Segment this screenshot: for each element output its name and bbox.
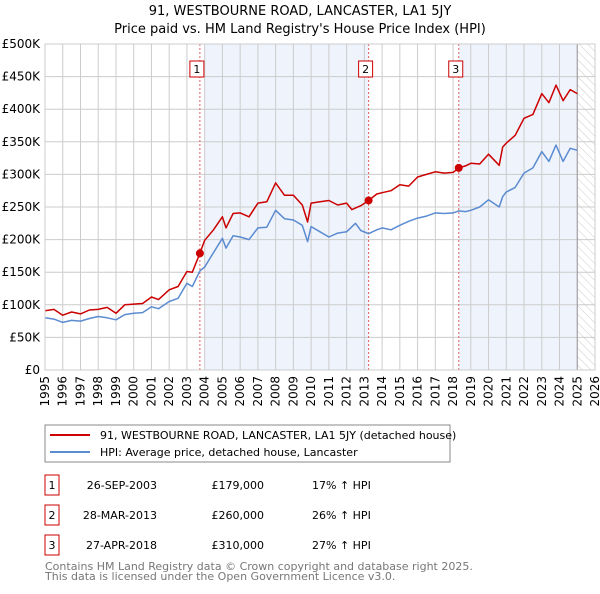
x-tick-label: 2019	[464, 376, 478, 407]
x-tick-label: 2004	[198, 376, 212, 407]
sale-marker-box	[358, 60, 374, 78]
y-tick-label: £300K	[2, 167, 42, 181]
footer-licence: This data is licensed under the Open Gov…	[44, 570, 395, 583]
sale-point	[454, 163, 463, 172]
sale-price: £310,000	[212, 539, 265, 552]
y-tick-label: £150K	[2, 265, 42, 279]
x-tick-label: 2003	[180, 376, 194, 407]
y-tick-label: £0	[25, 363, 40, 377]
y-tick-label: £450K	[2, 70, 42, 84]
sale-number-box	[44, 474, 60, 496]
property-price-line	[44, 84, 578, 316]
x-tick-label: 2015	[393, 376, 407, 407]
sale-date: 27-APR-2018	[86, 539, 157, 552]
sales-table-row: 2 28-MAR-2013 £260,000 26% ↑ HPI	[44, 504, 371, 526]
sale-hpi-change: 26% ↑ HPI	[312, 509, 371, 522]
x-tick-label: 2022	[517, 376, 531, 407]
sale-marker-box	[448, 60, 464, 78]
hpi-line	[44, 144, 578, 324]
sale-marker-number: 2	[362, 63, 369, 76]
x-tick-label: 2010	[304, 376, 318, 407]
sale-date: 26-SEP-2003	[87, 479, 157, 492]
x-tick-label: 2023	[535, 376, 549, 407]
x-tick-label: 1997	[73, 376, 87, 407]
x-tick-label: 2017	[428, 376, 442, 407]
sale-price: £260,000	[212, 509, 265, 522]
x-tick-label: 2016	[411, 376, 425, 407]
x-tick-label: 2000	[127, 376, 141, 407]
sales-table-row: 1 26-SEP-2003 £179,000 17% ↑ HPI	[44, 474, 371, 496]
sale-marker-number: 3	[452, 63, 459, 76]
x-tick-label: 2001	[144, 376, 158, 407]
sales-table: 1 26-SEP-2003 £179,000 17% ↑ HPI 2 28-MAR-201…	[44, 474, 371, 556]
sale-number: 2	[49, 509, 56, 522]
legend-label-property: 91, WESTBOURNE ROAD, LANCASTER, LA1 5JY …	[100, 429, 456, 442]
x-tick-label: 2009	[286, 376, 300, 407]
legend-box	[44, 424, 451, 463]
y-tick-label: £50K	[9, 330, 41, 344]
sales-table-row: 3 27-APR-2018 £310,000 27% ↑ HPI	[44, 534, 371, 556]
x-tick-label: 1996	[56, 376, 70, 407]
y-tick-label: £400K	[2, 102, 42, 116]
x-tick-label: 2018	[446, 376, 460, 407]
footer-copyright: Contains HM Land Registry data © Crown c…	[45, 560, 473, 573]
y-tick-label: £100K	[2, 298, 42, 312]
x-tick-label: 2025	[570, 376, 584, 407]
y-tick-label: £200K	[2, 233, 42, 247]
x-tick-label: 2014	[375, 376, 389, 407]
x-tick-label: 1999	[109, 376, 123, 407]
sale-number-box	[44, 504, 60, 526]
chart-subtitle: Price paid vs. HM Land Registry's House …	[114, 22, 486, 37]
chart-title: 91, WESTBOURNE ROAD, LANCASTER, LA1 5JY	[149, 4, 452, 19]
x-tick-label: 2011	[322, 376, 336, 407]
x-tick-label: 1995	[38, 376, 52, 407]
x-tick-label: 2024	[553, 376, 567, 407]
x-tick-label: 2002	[162, 376, 176, 407]
sale-price: £179,000	[212, 479, 265, 492]
y-tick-label: £250K	[2, 200, 42, 214]
sale-hpi-change: 17% ↑ HPI	[312, 479, 371, 492]
x-tick-label: 2006	[233, 376, 247, 407]
plot-border	[44, 43, 596, 371]
sale-number: 3	[49, 539, 56, 552]
sale-point	[195, 249, 204, 258]
y-tick-label: £500K	[2, 37, 42, 51]
x-tick-label: 2021	[499, 376, 513, 407]
legend: 91, WESTBOURNE ROAD, LANCASTER, LA1 5JY …	[44, 424, 456, 463]
sale-number-box	[44, 534, 60, 556]
x-tick-label: 2026	[588, 376, 600, 407]
sale-marker-number: 1	[193, 63, 200, 76]
y-tick-label: £350K	[2, 135, 42, 149]
x-tick-label: 2005	[215, 376, 229, 407]
x-tick-label: 2012	[340, 376, 354, 407]
x-tick-label: 2013	[357, 376, 371, 407]
sale-hpi-change: 27% ↑ HPI	[312, 539, 371, 552]
sale-date: 28-MAR-2013	[83, 509, 157, 522]
x-tick-label: 2007	[251, 376, 265, 407]
sale-point	[364, 196, 373, 205]
sale-marker-box	[189, 60, 205, 78]
x-tick-label: 1998	[91, 376, 105, 407]
legend-label-hpi: HPI: Average price, detached house, Lanc…	[100, 446, 358, 459]
x-tick-label: 2008	[269, 376, 283, 407]
sale-number: 1	[49, 479, 56, 492]
x-tick-label: 2020	[482, 376, 496, 407]
